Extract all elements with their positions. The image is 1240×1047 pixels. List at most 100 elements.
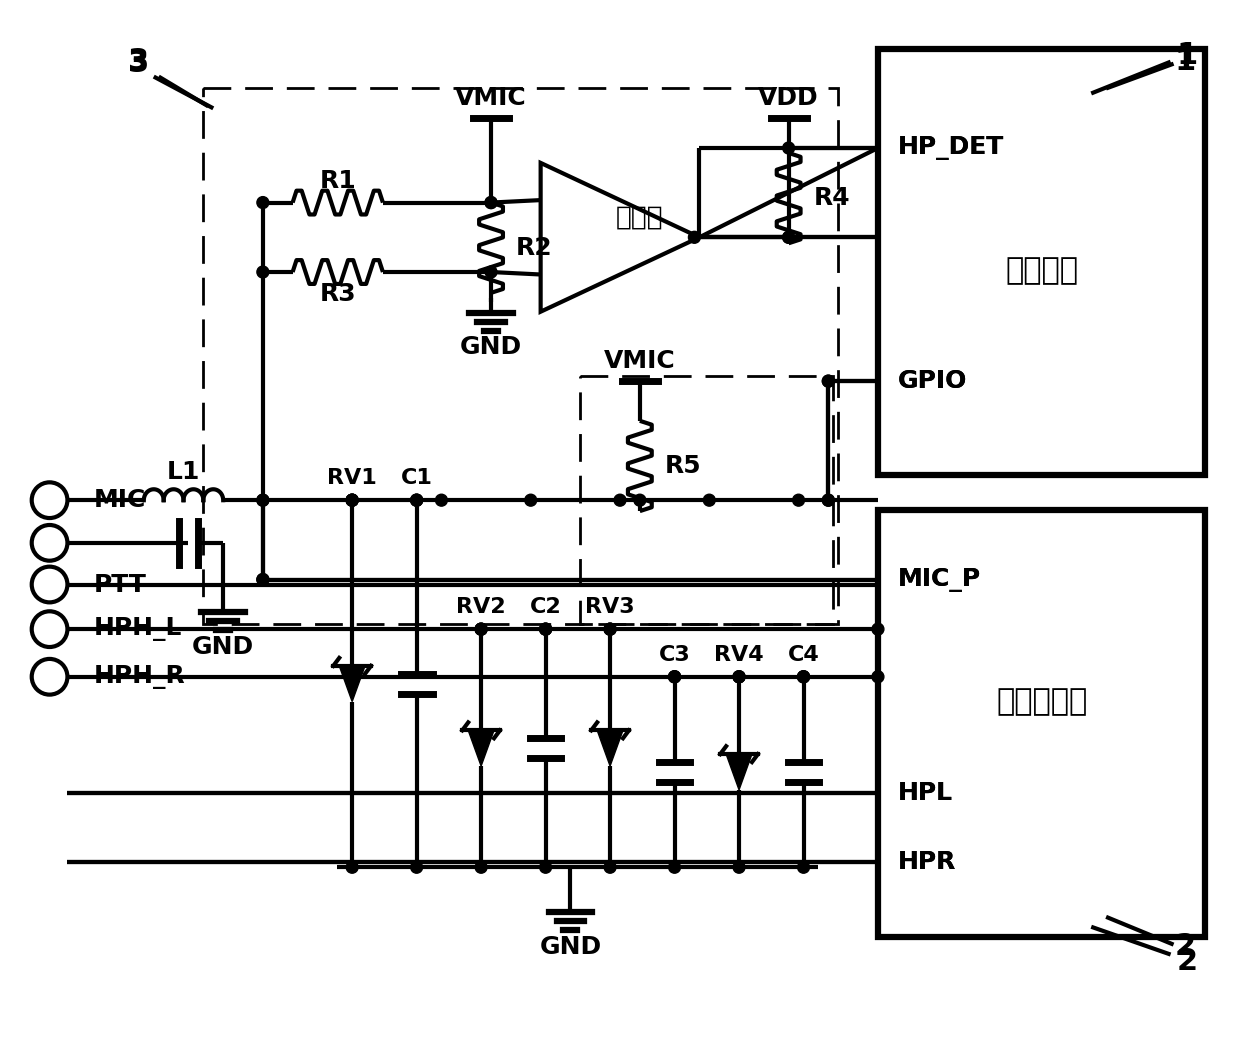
Bar [878, 49, 1205, 475]
Circle shape [797, 671, 810, 683]
Circle shape [475, 862, 487, 873]
Text: MIC_P: MIC_P [898, 567, 981, 592]
Circle shape [525, 494, 537, 506]
Circle shape [822, 375, 835, 387]
Circle shape [485, 266, 497, 277]
Circle shape [688, 231, 701, 243]
Text: MIC: MIC [94, 488, 146, 512]
Circle shape [668, 671, 681, 683]
Circle shape [872, 623, 884, 636]
Circle shape [435, 494, 448, 506]
Text: 1: 1 [1174, 47, 1197, 76]
Text: HP_DET: HP_DET [898, 136, 1004, 160]
Circle shape [782, 231, 795, 243]
Text: 音频处理器: 音频处理器 [996, 688, 1087, 716]
Text: HPH_R: HPH_R [94, 665, 186, 689]
Circle shape [485, 197, 497, 208]
Text: 2: 2 [1176, 932, 1197, 961]
Circle shape [668, 671, 681, 683]
Text: HPL: HPL [898, 781, 952, 805]
Circle shape [346, 494, 358, 506]
Text: 1: 1 [1177, 41, 1198, 70]
Circle shape [604, 862, 616, 873]
Circle shape [410, 862, 423, 873]
Polygon shape [727, 754, 751, 789]
Circle shape [782, 142, 795, 154]
Text: R4: R4 [813, 186, 851, 210]
Circle shape [539, 623, 552, 636]
Circle shape [872, 671, 884, 683]
Circle shape [346, 494, 358, 506]
Text: 3: 3 [128, 47, 150, 76]
Text: HP_DET: HP_DET [898, 136, 1004, 160]
Circle shape [475, 623, 487, 636]
Circle shape [792, 494, 805, 506]
Circle shape [485, 197, 497, 208]
Text: R5: R5 [665, 454, 702, 478]
Text: 主处理器: 主处理器 [1006, 257, 1078, 285]
Text: C2: C2 [529, 598, 562, 618]
Circle shape [733, 671, 745, 683]
Circle shape [257, 197, 269, 208]
Text: C3: C3 [658, 645, 691, 665]
Text: 3: 3 [128, 49, 150, 79]
Polygon shape [469, 731, 494, 766]
Circle shape [782, 231, 795, 243]
Circle shape [822, 375, 835, 387]
Circle shape [733, 862, 745, 873]
Text: RV1: RV1 [327, 468, 377, 488]
Circle shape [822, 494, 835, 506]
Circle shape [346, 494, 358, 506]
Text: R2: R2 [516, 236, 553, 260]
Text: R1: R1 [320, 169, 356, 193]
Text: GPIO: GPIO [898, 370, 967, 393]
Polygon shape [340, 666, 365, 701]
Circle shape [797, 671, 810, 683]
Circle shape [604, 623, 616, 636]
Circle shape [614, 494, 626, 506]
Circle shape [733, 671, 745, 683]
Circle shape [703, 494, 715, 506]
Circle shape [797, 862, 810, 873]
Circle shape [668, 671, 681, 683]
Text: HPL: HPL [898, 781, 952, 805]
Circle shape [822, 494, 835, 506]
Polygon shape [598, 731, 622, 766]
Text: R3: R3 [320, 282, 356, 306]
Circle shape [797, 671, 810, 683]
Circle shape [604, 623, 616, 636]
Text: C1: C1 [401, 468, 433, 488]
Circle shape [410, 494, 423, 506]
Circle shape [475, 623, 487, 636]
Circle shape [668, 862, 681, 873]
Text: 比较器: 比较器 [616, 204, 663, 230]
Circle shape [733, 671, 745, 683]
Circle shape [257, 266, 269, 277]
Text: L1: L1 [167, 461, 200, 485]
Circle shape [346, 494, 358, 506]
Text: MIC_P: MIC_P [898, 567, 981, 592]
Bar [878, 510, 1205, 937]
Text: VMIC: VMIC [455, 87, 527, 110]
Circle shape [257, 494, 269, 506]
Circle shape [539, 862, 552, 873]
Text: RV4: RV4 [714, 645, 764, 665]
Text: GND: GND [539, 935, 601, 959]
Bar [580, 376, 833, 624]
Circle shape [257, 494, 269, 506]
Circle shape [539, 623, 552, 636]
Text: 2: 2 [1177, 946, 1198, 976]
Text: GND: GND [192, 636, 254, 659]
Circle shape [539, 623, 552, 636]
Circle shape [410, 494, 423, 506]
Text: HPH_L: HPH_L [94, 617, 182, 641]
Text: C4: C4 [787, 645, 820, 665]
Text: HPR: HPR [898, 850, 956, 874]
Text: VMIC: VMIC [604, 350, 676, 374]
Circle shape [346, 862, 358, 873]
Circle shape [634, 494, 646, 506]
Text: GPIO: GPIO [898, 370, 967, 393]
Circle shape [257, 574, 269, 585]
Circle shape [604, 623, 616, 636]
Text: VDD: VDD [759, 87, 818, 110]
